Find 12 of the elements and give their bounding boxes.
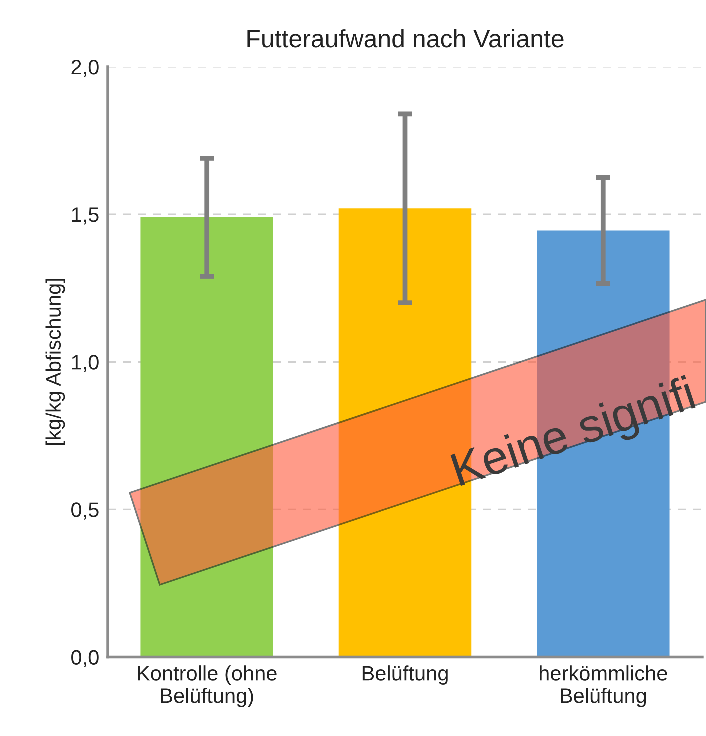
y-axis-title: [kg/kg Abfischung] — [46, 279, 66, 446]
x-tick-label: Belüftung — [362, 666, 448, 685]
y-tick-label: 1,5 — [72, 208, 99, 225]
y-tick-label: 0,5 — [72, 502, 99, 520]
bar — [140, 217, 274, 658]
y-tick-label: 2,0 — [72, 60, 99, 78]
annotation: Keine signifi — [450, 375, 699, 496]
y-tick-label: 1,0 — [72, 355, 99, 372]
y-tick-label: 0,0 — [72, 650, 99, 668]
chart-title: Futteraufwand nach Variante — [248, 29, 564, 48]
x-tick-label: herkömmliche Belüftung — [540, 666, 668, 708]
x-tick-label: Kontrolle (ohne Belüftung) — [138, 666, 277, 708]
